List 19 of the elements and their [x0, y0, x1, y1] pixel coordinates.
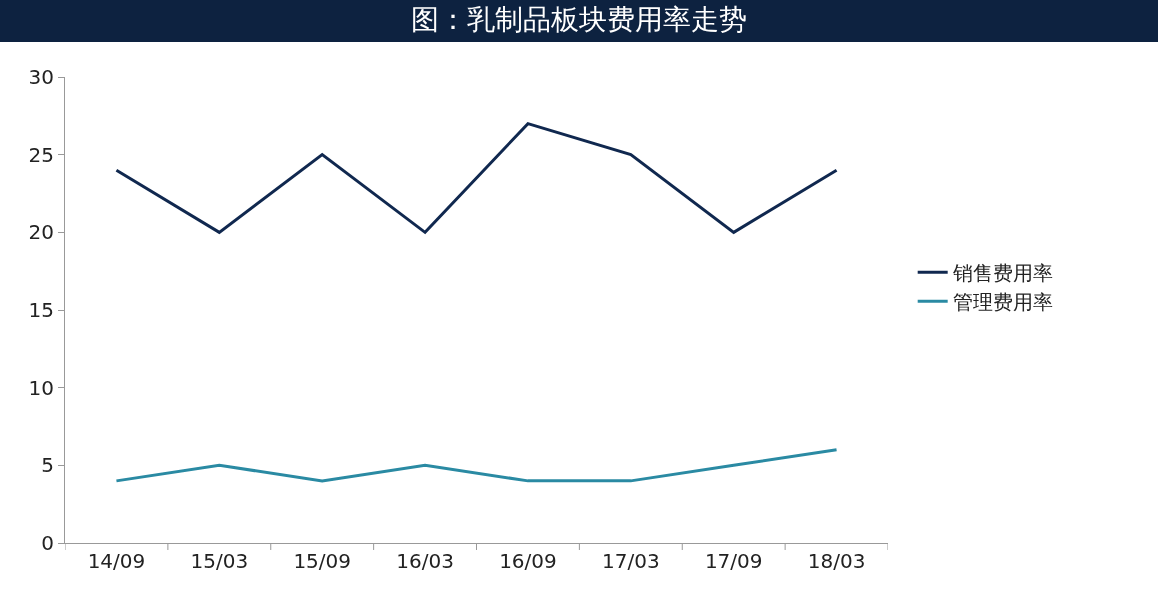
x-tick-label: 14/09 [87, 549, 146, 573]
chart-title: 图：乳制品板块费用率走势 [411, 2, 747, 36]
x-tick-label: 16/09 [499, 549, 557, 573]
y-tick-label: 20 [28, 220, 54, 245]
x-tick-label: 17/03 [601, 549, 660, 573]
y-tick-label: 0 [41, 531, 54, 555]
legend-label: 管理费用率 [952, 290, 1053, 314]
x-tick-label: 15/03 [190, 549, 249, 573]
legend-label: 销售费用率 [951, 261, 1053, 285]
line-series [114, 122, 839, 234]
x-tick-label: 15/09 [293, 549, 352, 573]
y-tick-label: 25 [28, 142, 54, 167]
y-tick-label: 15 [28, 298, 54, 322]
y-tick-label: 30 [28, 65, 54, 89]
x-tick-label: 18/03 [807, 549, 866, 573]
x-tick-label: 17/09 [704, 549, 763, 573]
x-tick-label: 16/03 [396, 549, 454, 573]
y-tick-label: 10 [28, 375, 54, 400]
y-tick-label: 5 [41, 453, 54, 478]
